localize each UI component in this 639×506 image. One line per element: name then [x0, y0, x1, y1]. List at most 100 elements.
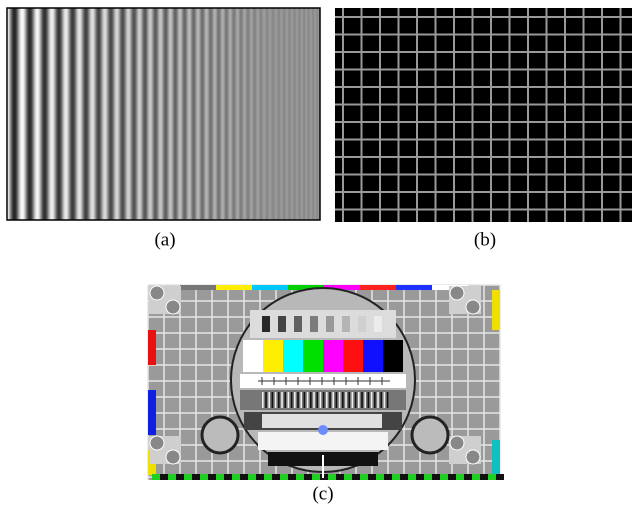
burst: [368, 392, 370, 408]
burst: [329, 392, 331, 408]
burst: [300, 392, 302, 408]
bottom-check: [392, 474, 400, 480]
color-bar: [303, 340, 323, 372]
grid-pattern: [335, 8, 632, 222]
top-bar: [396, 285, 432, 290]
burst: [332, 392, 334, 408]
ramp-step: [262, 316, 270, 332]
bottom-check: [288, 474, 296, 480]
top-bar: [216, 285, 252, 290]
bottom-check: [304, 474, 312, 480]
bottom-check: [264, 474, 272, 480]
bottom-check: [224, 474, 232, 480]
burst: [281, 392, 283, 408]
burst: [339, 392, 341, 408]
right-strip: [492, 290, 500, 330]
burst: [377, 392, 379, 408]
corner-circle: [150, 436, 164, 450]
burst: [310, 392, 312, 408]
top-bar: [252, 285, 288, 290]
bottom-check: [384, 474, 392, 480]
bottom-check: [272, 474, 280, 480]
bottom-check: [160, 474, 168, 480]
burst: [278, 392, 280, 408]
burst: [387, 392, 389, 408]
burst: [288, 392, 290, 408]
burst: [352, 392, 354, 408]
bottom-check: [208, 474, 216, 480]
burst: [304, 392, 306, 408]
color-bar: [363, 340, 383, 372]
burst: [336, 392, 338, 408]
bottom-check: [216, 474, 224, 480]
burst: [265, 392, 267, 408]
left-strip: [148, 330, 156, 365]
bottom-check: [192, 474, 200, 480]
top-bar: [180, 285, 216, 290]
burst: [384, 392, 386, 408]
left-strip: [148, 390, 156, 435]
bottom-check: [184, 474, 192, 480]
ramp-step: [278, 316, 286, 332]
color-bar: [343, 340, 363, 372]
burst: [307, 392, 309, 408]
caption-c: (c): [312, 483, 333, 504]
ramp-step: [358, 316, 366, 332]
bottom-check: [376, 474, 384, 480]
burst: [342, 392, 344, 408]
burst: [348, 392, 350, 408]
burst: [320, 392, 322, 408]
bottom-check: [312, 474, 320, 480]
corner-circle: [450, 286, 464, 300]
caption-a: (a): [154, 229, 175, 250]
zone-plate: [412, 417, 448, 453]
bottom-check: [424, 474, 432, 480]
ramp-step: [374, 316, 382, 332]
burst: [364, 392, 366, 408]
burst: [345, 392, 347, 408]
bottom-check: [416, 474, 424, 480]
bottom-check: [168, 474, 176, 480]
burst: [275, 392, 277, 408]
bottom-check: [344, 474, 352, 480]
corner-circle: [466, 450, 480, 464]
zone-plate: [202, 417, 238, 453]
color-bar: [283, 340, 303, 372]
burst: [316, 392, 318, 408]
burst: [294, 392, 296, 408]
bottom-check: [232, 474, 240, 480]
ramp-step: [310, 316, 318, 332]
right-strip: [492, 440, 500, 475]
burst: [297, 392, 299, 408]
bottom-check: [280, 474, 288, 480]
burst: [284, 392, 286, 408]
bottom-check: [488, 474, 496, 480]
bottom-check: [360, 474, 368, 480]
bottom-check: [256, 474, 264, 480]
color-bar: [383, 340, 403, 372]
bottom-check: [248, 474, 256, 480]
bottom-check: [448, 474, 456, 480]
corner-circle: [150, 286, 164, 300]
burst: [371, 392, 373, 408]
top-bar: [360, 285, 396, 290]
bottom-check: [456, 474, 464, 480]
test-card: [148, 285, 504, 480]
bottom-check: [240, 474, 248, 480]
chirp-pattern: [7, 8, 320, 220]
burst: [268, 392, 270, 408]
burst: [313, 392, 315, 408]
bottom-check: [400, 474, 408, 480]
burst: [323, 392, 325, 408]
bottom-check: [368, 474, 376, 480]
corner-circle: [450, 436, 464, 450]
ramp-step: [294, 316, 302, 332]
bottom-check: [432, 474, 440, 480]
color-bar: [323, 340, 343, 372]
bottom-check: [336, 474, 344, 480]
color-bar: [243, 340, 263, 372]
bottom-check: [408, 474, 416, 480]
bottom-check: [328, 474, 336, 480]
burst: [361, 392, 363, 408]
bottom-check: [200, 474, 208, 480]
